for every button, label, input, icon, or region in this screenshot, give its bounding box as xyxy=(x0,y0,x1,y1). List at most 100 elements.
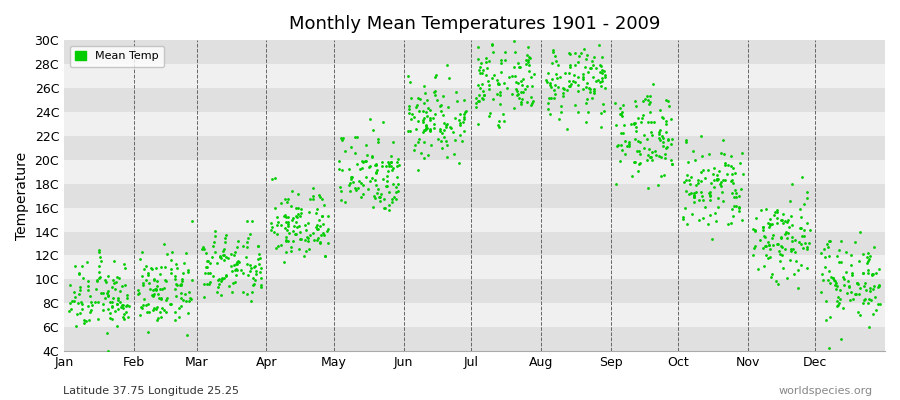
Point xyxy=(153,271,167,277)
Point xyxy=(728,186,742,193)
Point xyxy=(677,179,691,185)
Point xyxy=(383,158,398,165)
Point xyxy=(700,221,715,227)
Point xyxy=(120,302,134,309)
Point xyxy=(860,254,875,260)
Point xyxy=(363,163,377,170)
Point xyxy=(73,286,87,293)
Point xyxy=(546,95,561,101)
Point xyxy=(137,296,151,302)
Point xyxy=(104,315,118,321)
Point xyxy=(497,118,511,124)
Point xyxy=(281,223,295,229)
Point xyxy=(520,52,535,58)
Point xyxy=(783,198,797,205)
Point xyxy=(254,284,268,290)
Point xyxy=(140,308,155,315)
Point xyxy=(401,103,416,109)
Point xyxy=(293,236,308,242)
Point xyxy=(116,301,130,308)
Point xyxy=(587,54,601,60)
Point xyxy=(355,164,369,171)
Point xyxy=(587,88,601,94)
Point xyxy=(111,295,125,302)
Point xyxy=(626,120,641,126)
Point xyxy=(76,275,91,281)
Point xyxy=(643,154,657,160)
Point xyxy=(794,224,808,231)
Point xyxy=(664,136,679,142)
Point xyxy=(228,249,242,256)
Point xyxy=(230,260,245,267)
Point xyxy=(760,254,775,261)
Point xyxy=(313,194,328,200)
Point xyxy=(229,260,243,267)
Point xyxy=(110,322,124,329)
Point xyxy=(158,277,172,284)
Point xyxy=(441,103,455,110)
Point xyxy=(219,273,233,280)
Point xyxy=(505,90,519,97)
Point xyxy=(271,219,285,225)
Point xyxy=(756,245,770,252)
Point xyxy=(766,242,780,248)
Point xyxy=(590,65,604,72)
Point xyxy=(338,198,352,205)
Point xyxy=(384,166,399,173)
Point xyxy=(334,187,348,194)
Point xyxy=(724,153,739,160)
Point xyxy=(457,114,472,120)
Point xyxy=(868,306,883,313)
Point xyxy=(248,264,262,270)
Point xyxy=(663,116,678,122)
Point xyxy=(216,252,230,258)
Point xyxy=(202,260,217,266)
Point xyxy=(374,158,389,165)
Point xyxy=(321,240,336,246)
Point xyxy=(403,95,418,101)
Point xyxy=(379,183,393,189)
Point xyxy=(105,299,120,305)
Point xyxy=(135,248,149,255)
Point xyxy=(268,205,283,212)
Point xyxy=(596,101,610,107)
Point xyxy=(73,283,87,290)
Point xyxy=(579,100,593,106)
Point xyxy=(428,92,442,98)
Point xyxy=(182,298,196,304)
Point xyxy=(429,96,444,103)
Point xyxy=(499,31,513,37)
Point xyxy=(370,167,384,174)
Point xyxy=(687,194,701,201)
Point xyxy=(568,62,582,68)
Point xyxy=(148,286,163,292)
Point xyxy=(866,271,880,277)
Point xyxy=(755,224,770,230)
Point xyxy=(545,60,560,66)
Point xyxy=(637,96,652,102)
Point xyxy=(376,118,391,125)
Point xyxy=(301,220,315,226)
Point xyxy=(368,195,382,201)
Point xyxy=(482,110,497,116)
Point xyxy=(629,128,643,134)
Point xyxy=(780,217,795,223)
Point xyxy=(632,161,646,167)
Point xyxy=(185,277,200,283)
Point xyxy=(494,56,508,63)
Point xyxy=(98,279,112,286)
Point xyxy=(77,320,92,327)
Point xyxy=(316,230,330,236)
Point xyxy=(80,287,94,294)
Point xyxy=(236,270,250,276)
Point xyxy=(614,111,628,117)
Point xyxy=(167,317,182,324)
Point xyxy=(800,244,814,250)
Point xyxy=(508,48,523,55)
Point xyxy=(830,298,844,304)
Point xyxy=(318,252,332,259)
Point xyxy=(857,282,871,289)
Point xyxy=(513,35,527,41)
Point xyxy=(753,207,768,214)
Point xyxy=(513,89,527,95)
